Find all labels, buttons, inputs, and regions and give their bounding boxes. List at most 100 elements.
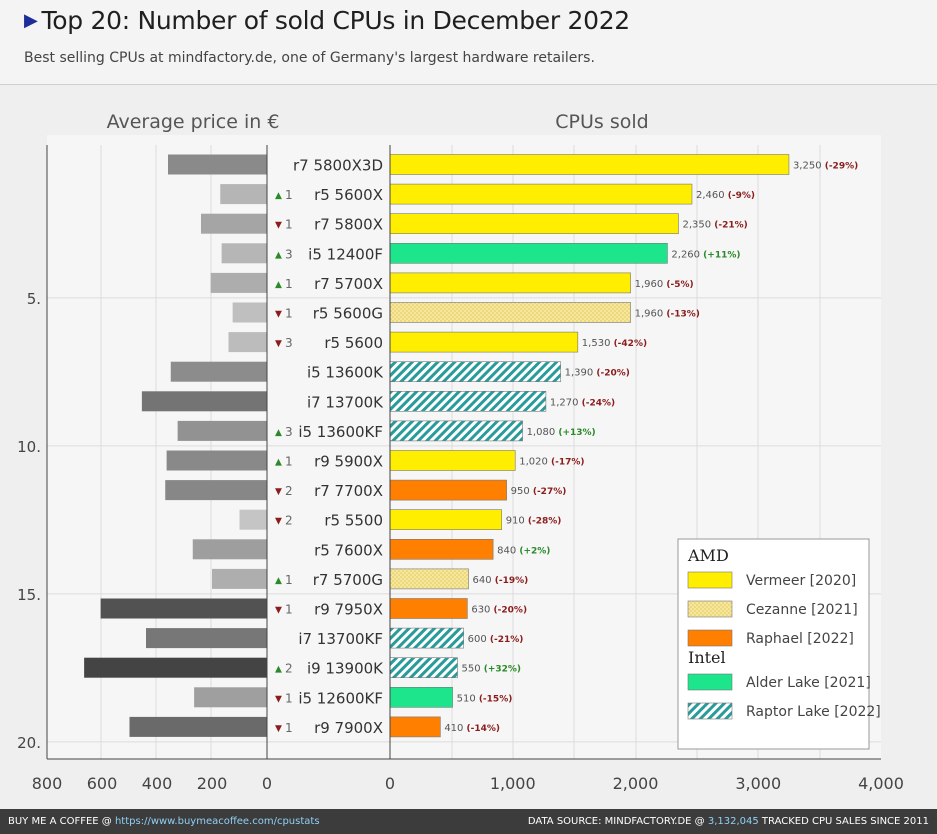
legend-item-label: Vermeer [2020] — [746, 573, 856, 589]
rank-move-label: 1 — [285, 691, 293, 705]
rank-down-icon: ▼ — [275, 606, 282, 616]
change-label: (-14%) — [463, 724, 500, 734]
cpu-label: r5 5600 — [324, 334, 383, 352]
rank-tick-label: 20. — [17, 734, 41, 752]
cpu-label: r5 7600X — [314, 541, 383, 559]
price-tick-label: 400 — [142, 774, 173, 793]
rank-down-icon: ▼ — [275, 724, 282, 734]
x-tick-label: 3,000 — [735, 774, 781, 793]
legend-item-label: Cezanne [2021] — [746, 602, 858, 618]
cpu-label: i7 13700K — [307, 393, 384, 411]
sold-value-label: 910 (-28%) — [506, 516, 562, 527]
legend-swatch — [687, 673, 733, 691]
price-bar — [194, 687, 267, 708]
change-label: (-17%) — [548, 458, 585, 468]
sold-bar — [389, 538, 494, 560]
change-label: (+32%) — [481, 665, 521, 675]
sold-bar — [389, 657, 458, 679]
footer-right-prefix: DATA SOURCE: MINDFACTORY.DE @ — [527, 816, 708, 827]
page-subtitle: Best selling CPUs at mindfactory.de, one… — [24, 50, 595, 66]
price-bar — [221, 243, 267, 264]
cpu-label: i7 13700KF — [298, 630, 383, 648]
rank-move-label: 1 — [285, 307, 293, 321]
sold-value-label: 1,960 (-5%) — [635, 279, 694, 290]
legend-group-title: AMD — [687, 546, 729, 565]
price-panel-title: Average price in € — [107, 111, 280, 133]
sold-bar — [389, 302, 631, 323]
change-label: (-21%) — [487, 635, 524, 645]
change-label: (-24%) — [579, 398, 616, 408]
legend-swatch — [687, 629, 733, 647]
change-label: (-28%) — [525, 517, 562, 527]
rank-down-icon: ▼ — [275, 310, 282, 320]
sold-bar — [389, 627, 464, 649]
rank-move-label: 2 — [285, 662, 293, 676]
x-tick-label: 0 — [385, 774, 395, 793]
price-bar — [165, 480, 267, 501]
price-bar — [166, 450, 267, 471]
price-bar — [177, 420, 267, 441]
price-bar — [228, 332, 267, 353]
rank-tick-label: 15. — [17, 586, 41, 604]
price-tick-label: 800 — [32, 774, 63, 793]
price-bar — [129, 716, 267, 737]
sold-bar — [389, 598, 468, 619]
rank-move-label: 2 — [285, 514, 293, 528]
cpu-label: i5 12400F — [308, 245, 383, 263]
rank-move-label: 3 — [285, 247, 293, 261]
sold-bar — [389, 716, 441, 738]
cpu-label: i5 12600KF — [298, 689, 383, 707]
sold-value-label: 3,250 (-29%) — [793, 161, 858, 172]
rank-move-label: 1 — [285, 603, 293, 617]
sold-value-label: 1,020 (-17%) — [519, 457, 584, 468]
sold-bar — [389, 213, 679, 234]
rank-tick-label: 5. — [27, 290, 41, 308]
play-arrow-icon: ▶ — [24, 10, 38, 31]
price-bar — [146, 628, 267, 649]
rank-move-label: 1 — [285, 721, 293, 735]
price-bar — [212, 568, 267, 589]
legend-swatch — [687, 571, 733, 589]
sold-value-label: 640 (-19%) — [473, 575, 529, 586]
sold-bar — [389, 272, 631, 294]
price-bar — [168, 154, 267, 175]
sold-value-label: 1,390 (-20%) — [565, 368, 630, 379]
change-label: (-9%) — [725, 191, 755, 201]
rank-move-label: 1 — [285, 455, 293, 469]
title-text: Top 20: Number of sold CPUs in December … — [41, 6, 631, 35]
cpu-label: r7 5800X3D — [293, 157, 383, 175]
x-tick-label: 4,000 — [858, 774, 904, 793]
rank-tick-label: 10. — [17, 438, 41, 456]
sold-value-label: 1,080 (+13%) — [527, 427, 596, 438]
sold-value-label: 2,460 (-9%) — [696, 190, 755, 201]
cpu-label: r7 7700X — [314, 482, 383, 500]
sold-bar — [389, 450, 516, 471]
price-bar — [141, 391, 267, 412]
cpu-label: r5 5500 — [324, 512, 383, 530]
sold-bar — [389, 390, 547, 412]
change-label: (-15%) — [476, 694, 513, 704]
change-label: (-13%) — [663, 310, 700, 320]
sold-value-label: 2,260 (+11%) — [671, 249, 740, 260]
sold-value-label: 630 (-20%) — [471, 605, 527, 616]
rank-down-icon: ▼ — [275, 487, 282, 497]
change-label: (+11%) — [700, 250, 740, 260]
rank-up-icon: ▲ — [275, 191, 282, 201]
sold-bar — [389, 568, 469, 590]
sold-value-label: 1,270 (-24%) — [550, 397, 615, 408]
change-label: (-27%) — [530, 487, 567, 497]
rank-down-icon: ▼ — [275, 517, 282, 527]
cpu-label: r7 5700X — [314, 275, 383, 293]
sold-bar — [389, 479, 507, 501]
chart: r7 5800X3D 3,250 (-29%)▲ 1 r5 5600X 2,460 (-… — [0, 85, 937, 809]
buymeacoffee-link[interactable]: https://www.buymeacoffee.com/cpustats — [114, 816, 320, 827]
footer-right: DATA SOURCE: MINDFACTORY.DE @ 3,132,045 … — [528, 816, 929, 827]
sold-value-label: 1,960 (-13%) — [635, 309, 700, 320]
rank-up-icon: ▲ — [275, 665, 282, 675]
header: ▶ Top 20: Number of sold CPUs in December… — [0, 0, 937, 85]
cpu-label: i5 13600K — [307, 364, 384, 382]
sold-value-label: 2,350 (-21%) — [682, 220, 747, 231]
sold-bar — [389, 183, 693, 205]
legend-item-label: Alder Lake [2021] — [746, 675, 871, 691]
sold-bar — [389, 331, 579, 353]
